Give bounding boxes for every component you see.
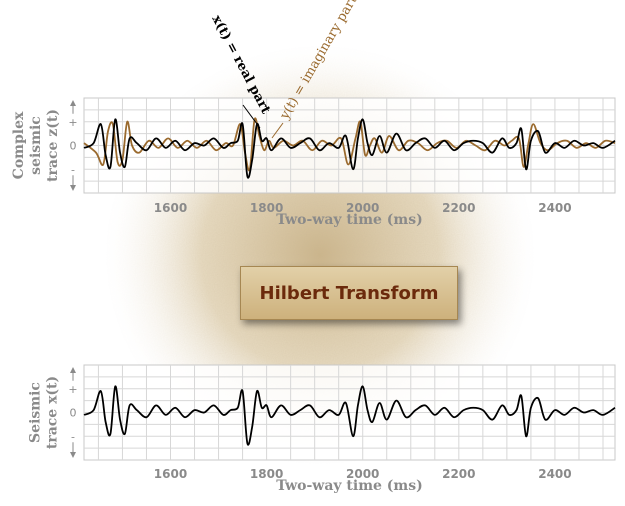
imaginary-part-leader-line xyxy=(271,122,284,139)
x-tick-label: 1800 xyxy=(250,467,283,481)
hilbert-transform-box: Hilbert Transform xyxy=(240,266,458,320)
y-axis-title: Seismictrace x(t) xyxy=(28,376,61,449)
y-axis-title: Complexseismictrace z(t) xyxy=(11,109,61,182)
x-tick-label: 2200 xyxy=(442,201,475,215)
x-axis-title: Two-way time (ms) xyxy=(276,478,423,494)
y-tick-label: 0 xyxy=(70,407,77,420)
imaginary-part-line xyxy=(83,117,616,172)
y-tick-label: - xyxy=(71,163,75,176)
x-tick-label: 2200 xyxy=(442,467,475,481)
x-tick-label: 1800 xyxy=(250,201,283,215)
real-part-leader-line xyxy=(242,104,261,129)
y-axis-up-arrow-icon xyxy=(70,100,76,106)
real-part-line xyxy=(83,118,616,179)
y-tick-label: - xyxy=(71,430,75,443)
hilbert-transform-label: Hilbert Transform xyxy=(259,282,439,304)
y-axis-down-arrow-icon xyxy=(70,185,76,191)
x-tick-label: 2400 xyxy=(538,467,571,481)
x-tick-label: 1600 xyxy=(154,467,187,481)
y-axis-up-arrow-icon xyxy=(70,367,76,373)
y-tick-label: + xyxy=(68,383,77,396)
y-axis-down-arrow-icon xyxy=(70,452,76,458)
x-tick-label: 2400 xyxy=(538,201,571,215)
y-tick-label: 0 xyxy=(70,140,77,153)
x-tick-label: 2000 xyxy=(346,467,379,481)
x-axis-title: Two-way time (ms) xyxy=(276,212,423,228)
x-tick-label: 1600 xyxy=(154,201,187,215)
y-tick-label: + xyxy=(68,116,77,129)
real-part-line xyxy=(83,385,616,446)
seismic-trace-chart: 1600 1800 2000 2200 2400 Two-way time (ms) +0 -… xyxy=(28,364,616,494)
x-tick-label: 2000 xyxy=(346,201,379,215)
